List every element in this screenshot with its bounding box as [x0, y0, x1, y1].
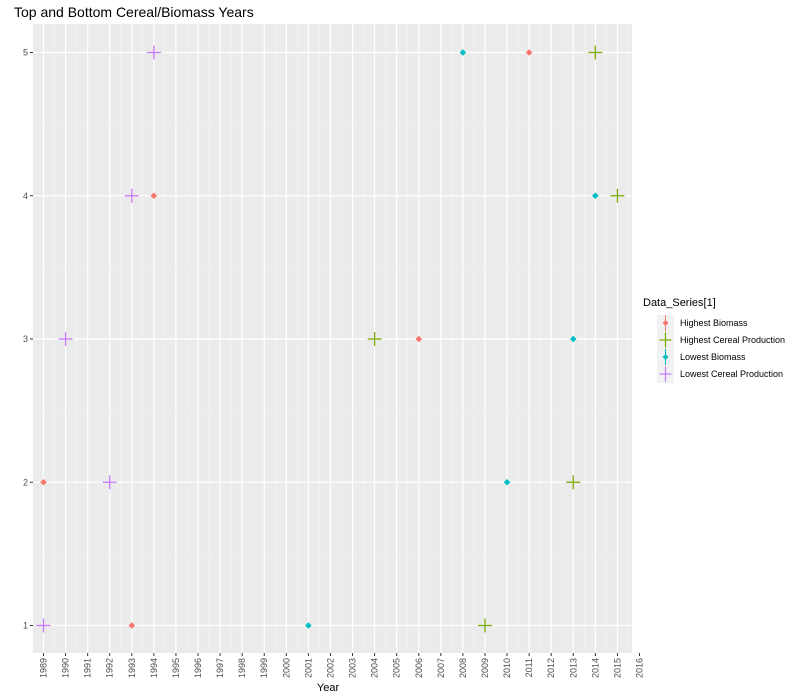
x-tick-label: 1997 — [215, 658, 225, 678]
data-point — [150, 192, 158, 200]
x-tick-label: 1990 — [61, 658, 71, 678]
x-tick-label: 2011 — [524, 658, 534, 677]
legend-label: Lowest Biomass — [680, 352, 746, 362]
y-axis: 1 2 3 4 5 — [23, 48, 33, 631]
x-tick-label: 1992 — [105, 658, 115, 678]
x-tick-label: 2002 — [325, 658, 335, 678]
legend-key-marker — [662, 320, 669, 326]
x-tick-label: 1989 — [39, 658, 49, 678]
x-tick-label: 2013 — [568, 658, 578, 678]
data-point — [40, 478, 47, 486]
x-tick-label: 2012 — [546, 658, 556, 678]
data-point — [58, 332, 73, 346]
legend-key-marker — [659, 368, 672, 380]
x-tick-label: 2005 — [392, 658, 402, 678]
data-point — [477, 618, 492, 633]
legend-item: Lowest Biomass — [657, 349, 746, 366]
x-axis-label: Year — [317, 682, 340, 694]
legend-item: Highest Cereal Production — [657, 332, 785, 349]
x-tick-label: 2014 — [590, 658, 600, 678]
data-point — [588, 45, 603, 60]
x-tick-label: 1996 — [193, 658, 203, 678]
data-point — [128, 622, 136, 629]
x-tick-label: 1998 — [237, 658, 247, 678]
data-point — [566, 475, 581, 490]
legend-key-marker — [659, 334, 672, 346]
series-lowest-cereal-production — [36, 45, 161, 633]
x-tick-label: 2008 — [458, 658, 468, 678]
x-tick-label: 1995 — [171, 658, 181, 678]
series-lowest-biomass — [305, 49, 599, 629]
legend-label: Highest Biomass — [680, 318, 748, 328]
x-tick-label: 2004 — [370, 658, 380, 678]
x-tick-label: 1991 — [83, 658, 93, 678]
data-point — [610, 188, 625, 203]
x-axis: 1989 1990 1991 1992 1993 1994 1995 1996 1997 1998… — [39, 653, 645, 678]
x-tick-label: 2009 — [480, 658, 490, 678]
legend-item: Lowest Cereal Production — [657, 366, 783, 383]
x-tick-label: 2003 — [348, 658, 358, 678]
plot-panel — [33, 24, 641, 653]
legend: Data_Series[1] Highest Biomass Highest Ce… — [643, 297, 785, 383]
data-point — [503, 478, 511, 486]
x-tick-label: 1994 — [149, 658, 159, 678]
y-tick-label: 3 — [23, 334, 28, 344]
x-tick-label: 2006 — [414, 658, 424, 678]
x-tick-label: 2000 — [281, 658, 291, 678]
data-point — [459, 49, 467, 56]
x-tick-label: 2015 — [612, 658, 622, 678]
legend-item: Highest Biomass — [657, 315, 748, 332]
y-tick-label: 5 — [23, 48, 28, 58]
x-tick-label: 2010 — [502, 658, 512, 678]
data-point — [569, 335, 577, 343]
legend-title: Data_Series[1] — [643, 297, 716, 309]
data-point — [305, 622, 312, 629]
data-point — [36, 618, 51, 633]
x-tick-label: 2016 — [635, 658, 645, 678]
data-point — [415, 335, 423, 343]
series-highest-biomass — [40, 49, 533, 629]
x-tick-label: 2007 — [436, 658, 446, 678]
legend-items: Highest Biomass Highest Cereal Production… — [657, 315, 785, 383]
series-highest-cereal-production — [367, 45, 625, 633]
data-points — [36, 45, 625, 633]
x-tick-label: 2001 — [303, 658, 313, 678]
data-point — [592, 192, 599, 200]
legend-label: Lowest Cereal Production — [680, 369, 783, 379]
y-tick-label: 1 — [23, 621, 28, 631]
legend-key-marker — [662, 354, 669, 360]
data-point — [525, 49, 533, 56]
legend-label: Highest Cereal Production — [680, 335, 785, 345]
data-point — [102, 475, 117, 490]
x-tick-label: 1993 — [127, 658, 137, 678]
data-point — [146, 45, 161, 60]
data-point — [124, 188, 139, 203]
data-point — [367, 332, 382, 346]
y-tick-label: 2 — [23, 477, 28, 487]
y-tick-label: 4 — [23, 191, 28, 201]
x-tick-label: 1999 — [259, 658, 269, 678]
chart-title: Top and Bottom Cereal/Biomass Years — [14, 4, 254, 20]
